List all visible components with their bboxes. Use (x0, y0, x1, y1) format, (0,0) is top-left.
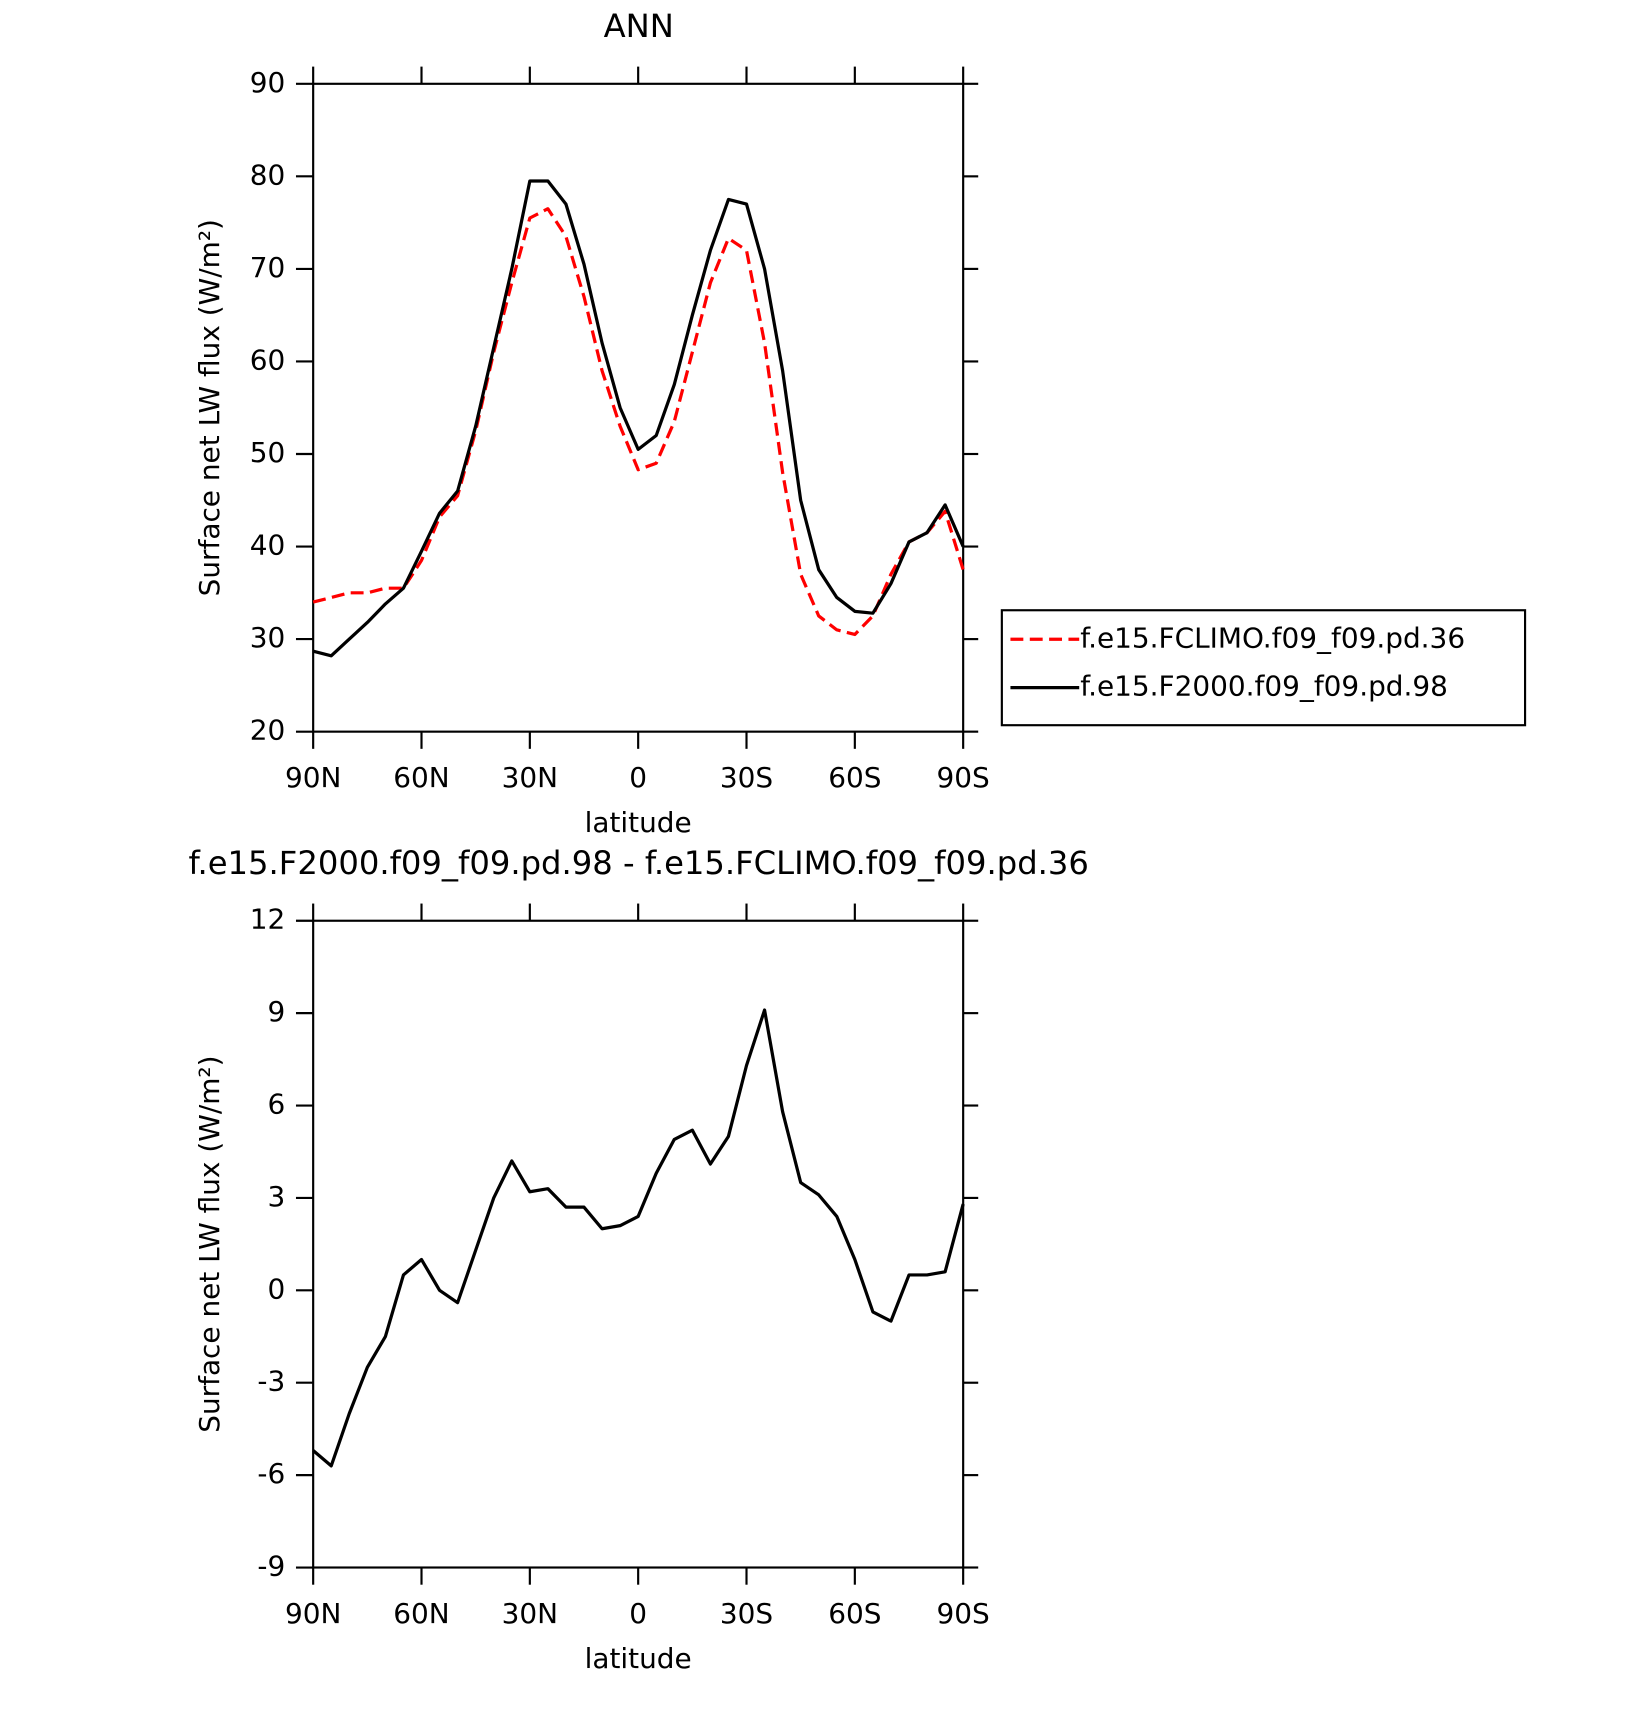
x-tick-label: 0 (629, 761, 647, 794)
y-axis-label: Surface net LW flux (W/m²) (193, 1055, 226, 1432)
y-tick-label: 12 (250, 903, 286, 936)
y-tick-label: 70 (250, 251, 286, 284)
y-tick-label: 0 (267, 1272, 285, 1305)
data-line (312, 179, 965, 658)
y-tick-label: -9 (257, 1550, 285, 1583)
y-tick-label: 6 (267, 1088, 285, 1121)
x-tick-label: 60S (828, 761, 881, 794)
y-tick-label: -6 (257, 1457, 285, 1490)
x-tick-label: 60S (828, 1597, 881, 1630)
chart-title: ANN (604, 7, 674, 45)
data-line (312, 1008, 965, 1468)
y-tick-label: 30 (250, 621, 286, 654)
y-tick-label: -3 (257, 1365, 285, 1398)
legend-box (1000, 609, 1527, 727)
chart-title: f.e15.F2000.f09_f09.pd.98 - f.e15.FCLIMO… (189, 844, 1089, 882)
y-tick-label: 60 (250, 343, 286, 376)
x-tick-label: 30S (720, 1597, 773, 1630)
x-tick-label: 0 (629, 1597, 647, 1630)
x-tick-label: 30N (502, 1597, 558, 1630)
y-tick-label: 9 (267, 995, 285, 1028)
y-tick-label: 20 (250, 714, 286, 747)
x-axis-label: latitude (585, 806, 692, 839)
legend-label: f.e15.F2000.f09_f09.pd.98 (1080, 670, 1448, 703)
x-tick-label: 30S (720, 761, 773, 794)
plot-frame (312, 82, 965, 733)
y-axis-label: Surface net LW flux (W/m²) (193, 219, 226, 596)
y-tick-label: 50 (250, 436, 286, 469)
x-tick-label: 60N (393, 1597, 449, 1630)
x-tick-label: 90N (285, 1597, 341, 1630)
x-tick-label: 90N (285, 761, 341, 794)
x-tick-label: 30N (502, 761, 558, 794)
y-tick-label: 40 (250, 529, 286, 562)
legend-label: f.e15.FCLIMO.f09_f09.pd.36 (1080, 621, 1465, 654)
x-tick-label: 90S (937, 1597, 990, 1630)
y-tick-label: 90 (250, 66, 286, 99)
y-tick-label: 80 (250, 158, 286, 191)
x-axis-label: latitude (585, 1642, 692, 1675)
data-line (312, 207, 965, 637)
y-tick-label: 3 (267, 1180, 285, 1213)
plot-frame (312, 919, 965, 1569)
x-tick-label: 60N (393, 761, 449, 794)
x-tick-label: 90S (937, 761, 990, 794)
